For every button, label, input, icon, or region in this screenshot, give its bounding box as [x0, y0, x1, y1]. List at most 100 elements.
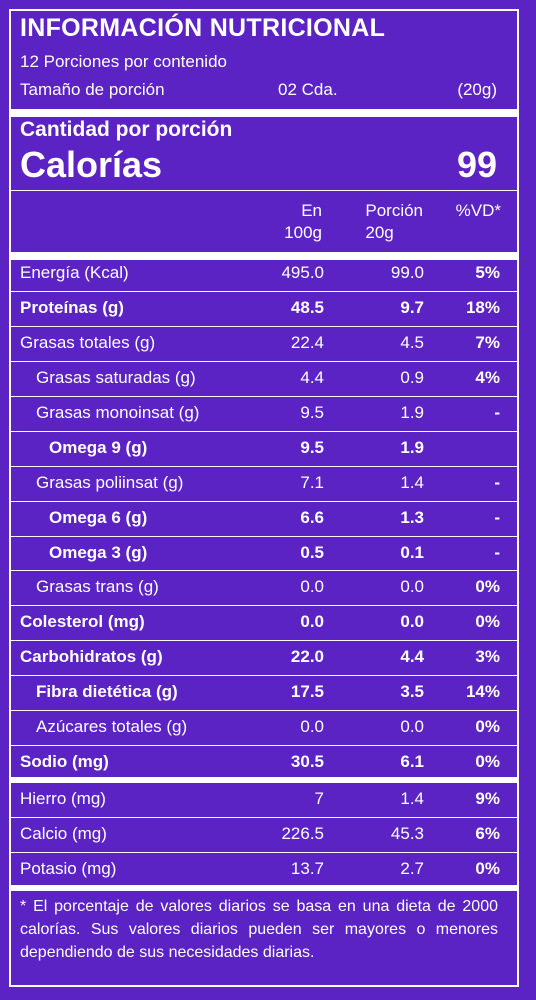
row-divider [9, 710, 517, 711]
value-per-portion: 0.0 [400, 717, 424, 736]
column-header-portion-line2: 20g [365, 223, 394, 242]
nutrient-name: Colesterol (mg) [20, 612, 145, 631]
value-per-100g: 7 [314, 789, 324, 808]
column-header-per100: En 100g [284, 200, 322, 244]
row-divider [9, 326, 517, 327]
value-per-100g: 9.5 [300, 403, 324, 422]
nutrient-name: Omega 9 (g) [49, 438, 148, 457]
column-header-per100-line2: 100g [284, 223, 322, 242]
divider-thick [9, 252, 517, 260]
column-header-portion-line1: Porción [365, 201, 423, 220]
value-per-portion: 1.4 [400, 473, 424, 492]
row-divider [9, 675, 517, 676]
column-header-dv-text: %VD* [455, 201, 501, 220]
nutrient-name: Grasas saturadas (g) [36, 368, 196, 387]
daily-value-percent: - [494, 473, 500, 492]
row-divider [9, 852, 517, 853]
nutrient-name: Grasas totales (g) [20, 333, 156, 352]
value-per-portion: 0.1 [400, 543, 424, 562]
value-per-100g: 22.0 [290, 647, 324, 666]
nutrient-name: Grasas trans (g) [36, 577, 159, 596]
value-per-portion: 0.9 [400, 368, 424, 387]
row-divider [9, 501, 517, 502]
table-row: Hierro (mg) 7 1.4 9% [9, 782, 517, 817]
value-per-100g: 0.0 [300, 577, 324, 596]
table-row: Azúcares totales (g) 0.0 0.0 0% [9, 710, 517, 745]
calories-label: Calorías [20, 144, 163, 185]
value-per-portion: 4.5 [400, 333, 424, 352]
table-row: Sodio (mg) 30.5 6.1 0% [9, 745, 517, 780]
column-header-dv: %VD* [456, 200, 501, 222]
row-divider [9, 396, 517, 397]
row-divider [9, 885, 517, 891]
table-row: Grasas poliinsat (g) 7.1 1.4 - [9, 466, 517, 501]
daily-value-percent: 0% [475, 859, 500, 878]
nutrient-name: Carbohidratos (g) [20, 647, 163, 666]
table-row: Omega 6 (g) 6.6 1.3 - [9, 501, 517, 536]
table-row: Colesterol (mg) 0.0 0.0 0% [9, 605, 517, 640]
table-row: Grasas totales (g) 22.4 4.5 7% [9, 326, 517, 361]
table-row: Grasas saturadas (g) 4.4 0.9 4% [9, 361, 517, 396]
daily-value-percent: - [494, 508, 500, 527]
daily-value-percent: 4% [475, 368, 500, 387]
row-divider [9, 777, 517, 783]
table-row: Proteínas (g) 48.5 9.7 18% [9, 291, 517, 326]
daily-value-percent: - [494, 403, 500, 422]
nutrient-name: Grasas monoinsat (g) [36, 403, 200, 422]
nutrient-name: Calcio (mg) [20, 824, 107, 843]
nutrient-name: Grasas poliinsat (g) [36, 473, 184, 492]
row-divider [9, 361, 517, 362]
value-per-100g: 495.0 [281, 263, 324, 282]
value-per-100g: 6.6 [300, 508, 324, 527]
table-row: Carbohidratos (g) 22.0 4.4 3% [9, 640, 517, 675]
value-per-portion: 45.3 [390, 824, 424, 843]
daily-value-percent: 18% [465, 298, 500, 317]
value-per-portion: 99.0 [390, 263, 424, 282]
daily-value-percent: 5% [475, 263, 500, 282]
value-per-portion: 1.3 [400, 508, 424, 527]
nutrient-name: Energía (Kcal) [20, 263, 129, 282]
nutrient-name: Fibra dietética (g) [36, 682, 178, 701]
footnote: * El porcentaje de valores diarios se ba… [20, 898, 498, 961]
daily-value-percent: - [494, 543, 500, 562]
value-per-100g: 30.5 [290, 752, 324, 771]
servings-per-container: 12 Porciones por contenido [20, 52, 227, 71]
daily-value-percent: 9% [475, 789, 500, 808]
value-per-100g: 4.4 [300, 368, 324, 387]
value-per-100g: 17.5 [290, 682, 324, 701]
daily-value-percent: 7% [475, 333, 500, 352]
nutrient-name: Hierro (mg) [20, 789, 106, 808]
row-divider [9, 570, 517, 571]
daily-value-percent: 0% [475, 577, 500, 596]
calories-value: 99 [456, 144, 497, 185]
value-per-100g: 7.1 [300, 473, 324, 492]
value-per-100g: 226.5 [281, 824, 324, 843]
nutrient-name: Sodio (mg) [20, 752, 109, 771]
daily-value-percent: 6% [475, 824, 500, 843]
row-divider [9, 745, 517, 746]
divider [9, 190, 517, 191]
nutrient-name: Azúcares totales (g) [36, 717, 188, 736]
row-divider [9, 536, 517, 537]
table-row: Grasas monoinsat (g) 9.5 1.9 - [9, 396, 517, 431]
daily-value-percent: 0% [475, 612, 500, 631]
value-per-portion: 4.4 [400, 647, 424, 666]
value-per-portion: 1.4 [400, 789, 424, 808]
value-per-portion: 2.7 [400, 859, 424, 878]
value-per-portion: 0.0 [400, 577, 424, 596]
nutrient-name: Potasio (mg) [20, 859, 117, 878]
daily-value-percent: 0% [475, 717, 500, 736]
row-divider [9, 605, 517, 606]
column-header-per100-line1: En [301, 201, 322, 220]
value-per-100g: 0.0 [300, 612, 324, 631]
value-per-portion: 6.1 [400, 752, 424, 771]
serving-size-grams: (20g) [457, 80, 497, 99]
value-per-100g: 9.5 [300, 438, 324, 457]
row-divider [9, 466, 517, 467]
column-header-portion: Porción 20g [365, 200, 423, 244]
row-divider [9, 817, 517, 818]
nutrient-name: Proteínas (g) [20, 298, 124, 317]
value-per-portion: 9.7 [400, 298, 424, 317]
table-row: Omega 3 (g) 0.5 0.1 - [9, 536, 517, 571]
row-divider [9, 291, 517, 292]
